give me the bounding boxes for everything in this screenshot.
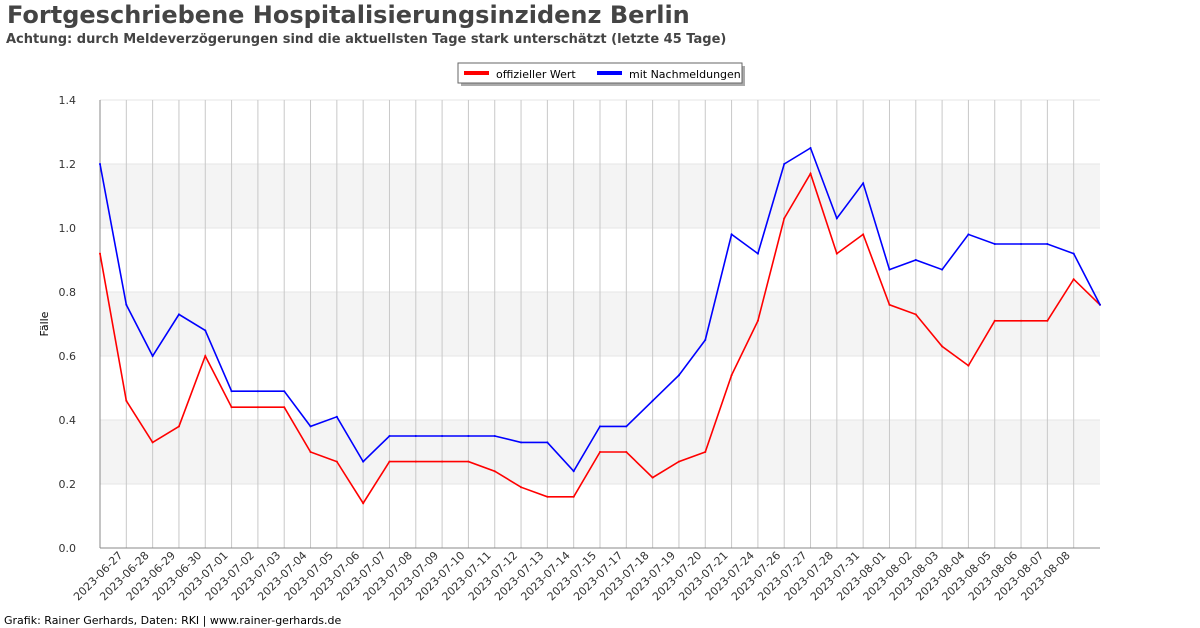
- data-point: [783, 217, 786, 220]
- data-point: [177, 313, 180, 316]
- data-point: [835, 252, 838, 255]
- data-point: [599, 451, 601, 453]
- data-point: [651, 476, 654, 479]
- data-point: [888, 303, 891, 306]
- data-point: [677, 374, 680, 377]
- data-point: [967, 233, 970, 236]
- data-point: [467, 435, 470, 437]
- data-point: [230, 406, 233, 409]
- data-point: [993, 319, 996, 322]
- data-point: [414, 460, 417, 463]
- data-point: [335, 460, 338, 463]
- data-point: [520, 486, 523, 489]
- data-point: [1072, 278, 1075, 281]
- data-point: [625, 451, 628, 453]
- data-point: [941, 268, 944, 271]
- data-point: [599, 425, 601, 428]
- data-point: [572, 470, 575, 473]
- y-tick-label: 0.6: [59, 350, 77, 363]
- data-point: [441, 460, 444, 463]
- data-point: [414, 435, 417, 437]
- data-point: [783, 163, 786, 165]
- data-point: [125, 399, 128, 402]
- data-point: [730, 233, 733, 236]
- legend-label: mit Nachmeldungen: [629, 68, 741, 81]
- data-point: [677, 460, 680, 463]
- data-point: [204, 329, 207, 332]
- y-tick-label: 0.0: [59, 542, 77, 555]
- chart-title: Fortgeschriebene Hospitalisierungsinzide…: [7, 1, 690, 29]
- data-point: [835, 217, 838, 220]
- data-point: [1046, 243, 1049, 245]
- data-point: [967, 364, 970, 367]
- legend-label: offizieller Wert: [496, 68, 576, 81]
- data-point: [704, 339, 707, 341]
- data-point: [572, 495, 575, 498]
- data-point: [1099, 303, 1101, 306]
- data-point: [1046, 319, 1049, 322]
- y-tick-label: 0.2: [59, 478, 77, 491]
- data-point: [730, 374, 733, 377]
- data-point: [862, 233, 865, 236]
- data-point: [362, 460, 365, 463]
- y-tick-label: 1.4: [59, 94, 77, 107]
- data-point: [756, 319, 759, 322]
- data-point: [888, 268, 891, 271]
- data-point: [335, 415, 338, 418]
- data-point: [204, 355, 207, 357]
- data-point: [1020, 319, 1023, 322]
- data-point: [151, 441, 154, 444]
- data-point: [362, 502, 365, 505]
- data-point: [520, 441, 523, 444]
- legend-swatch: [464, 71, 489, 75]
- data-point: [99, 163, 101, 165]
- data-point: [309, 425, 312, 428]
- data-point: [388, 435, 391, 437]
- data-point: [493, 470, 496, 473]
- data-point: [809, 172, 812, 175]
- data-point: [467, 460, 470, 463]
- data-point: [256, 406, 259, 409]
- data-point: [388, 460, 391, 463]
- data-point: [809, 147, 812, 149]
- chart-subtitle: Achtung: durch Meldeverzögerungen sind d…: [6, 32, 727, 47]
- data-point: [1072, 252, 1075, 255]
- data-point: [125, 303, 128, 306]
- data-point: [651, 399, 654, 402]
- data-point: [283, 390, 286, 393]
- data-point: [256, 390, 259, 393]
- data-point: [546, 495, 549, 498]
- y-tick-label: 1.0: [59, 222, 77, 235]
- data-point: [914, 259, 917, 261]
- data-point: [99, 252, 101, 255]
- y-tick-label: 1.2: [59, 158, 77, 171]
- data-point: [1020, 243, 1023, 245]
- data-point: [546, 441, 549, 444]
- y-tick-label: 0.4: [59, 414, 77, 427]
- data-point: [493, 435, 496, 437]
- data-point: [704, 451, 707, 453]
- data-point: [230, 390, 233, 393]
- data-point: [441, 435, 444, 437]
- data-point: [625, 425, 628, 428]
- data-point: [914, 313, 917, 316]
- footer-credit: Grafik: Rainer Gerhards, Daten: RKI | ww…: [4, 614, 342, 627]
- data-point: [756, 252, 759, 255]
- data-point: [993, 243, 996, 245]
- y-axis-label: Fälle: [38, 311, 51, 336]
- y-tick-label: 0.8: [59, 286, 77, 299]
- data-point: [177, 425, 180, 428]
- legend: offizieller Wert mit Nachmeldungen: [457, 62, 743, 84]
- data-point: [862, 182, 865, 185]
- data-point: [151, 355, 154, 357]
- data-point: [283, 406, 286, 409]
- data-point: [941, 345, 944, 348]
- data-point: [309, 451, 312, 453]
- legend-swatch: [597, 71, 622, 75]
